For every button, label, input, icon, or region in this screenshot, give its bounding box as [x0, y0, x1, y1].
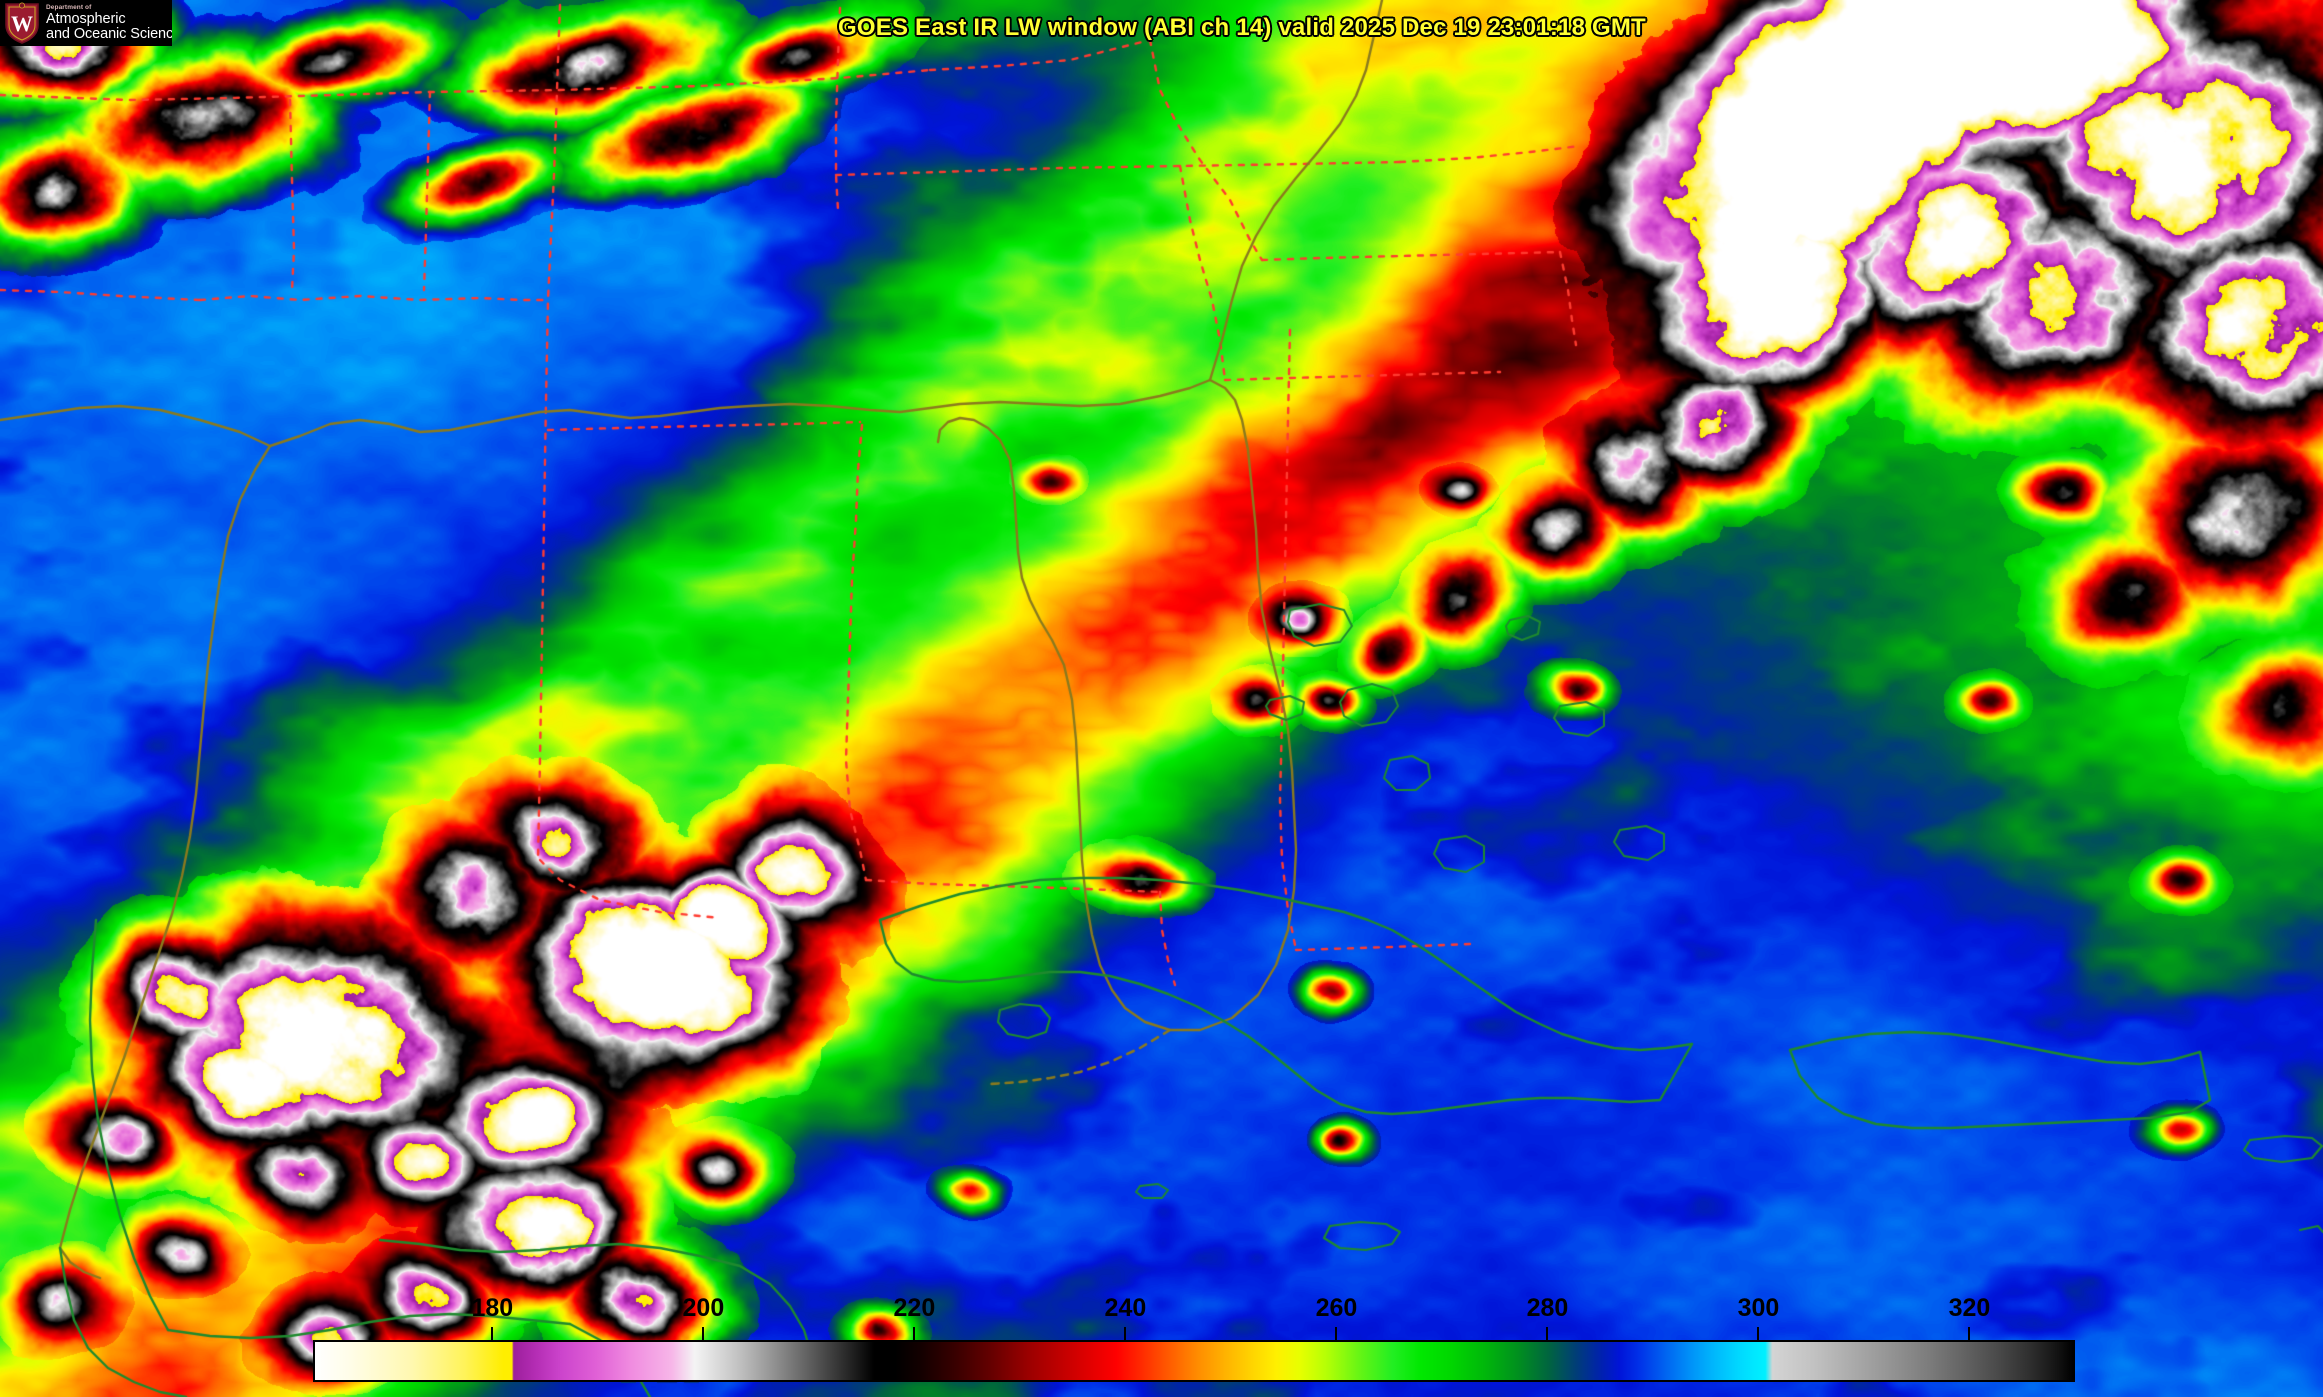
logo-text-block: Department of Atmospheric and Oceanic Sc… — [46, 4, 172, 41]
logo-name-line-1: Atmospheric — [46, 11, 126, 28]
colorbar-tick — [913, 1327, 916, 1340]
colorbar-tick-label: 200 — [682, 1294, 725, 1322]
logo-department-line: Department of — [46, 4, 92, 12]
logo-name-line-2: and Oceanic Sciences — [46, 25, 172, 42]
colorbar-tick — [491, 1327, 494, 1340]
colorbar-tick — [1335, 1327, 1338, 1340]
colorbar-tick — [1546, 1327, 1549, 1340]
colorbar-tick-label: 280 — [1526, 1294, 1569, 1322]
svg-text:W: W — [11, 11, 33, 36]
colorbar-tick-label: 260 — [1315, 1294, 1358, 1322]
colorbar-tick-label: 220 — [893, 1294, 936, 1322]
colorbar-tick-label: 300 — [1737, 1294, 1780, 1322]
uw-w-crest-icon: W — [2, 1, 42, 45]
colorbar-tick — [1124, 1327, 1127, 1340]
colorbar-tick-label: 180 — [471, 1294, 514, 1322]
uw-aos-logo: W Department of Atmospheric and Oceanic … — [0, 0, 172, 46]
colorbar-tick-label: 320 — [1948, 1294, 1991, 1322]
brightness-temperature-colorbar: 180 200 220 240 260 280 300 320 — [313, 1294, 2075, 1382]
image-title: GOES East IR LW window (ABI ch 14) valid… — [838, 14, 1646, 41]
colorbar-tick-label: 240 — [1104, 1294, 1147, 1322]
colorbar-tick — [1757, 1327, 1760, 1340]
colorbar-tick — [702, 1327, 705, 1340]
colorbar-gradient — [313, 1340, 2075, 1382]
colorbar-tick — [1968, 1327, 1971, 1340]
